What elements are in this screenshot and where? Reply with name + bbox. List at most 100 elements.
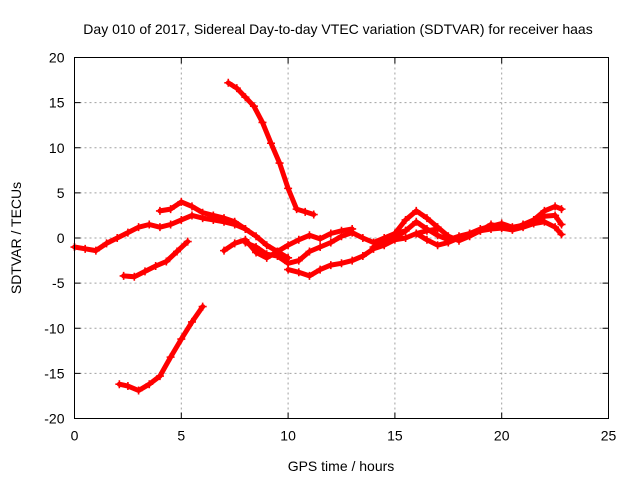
y-tick-label: -10 xyxy=(44,320,64,336)
data-point xyxy=(81,244,90,253)
series-line xyxy=(121,239,191,280)
data-point xyxy=(519,223,528,232)
series-line xyxy=(242,228,409,266)
data-point xyxy=(220,214,229,223)
data-point xyxy=(540,217,549,226)
x-tick-label: 15 xyxy=(387,428,403,444)
data-point xyxy=(262,250,271,259)
y-tick-label: 5 xyxy=(57,185,65,201)
x-tick-label: 5 xyxy=(177,428,185,444)
data-point xyxy=(422,224,431,233)
axis-ticks xyxy=(74,57,609,419)
data-point xyxy=(557,230,566,239)
data-point xyxy=(134,223,143,232)
data-point xyxy=(230,217,239,226)
y-tick-label: 10 xyxy=(49,140,65,156)
data-point xyxy=(258,118,267,127)
data-point xyxy=(369,243,378,252)
data-point xyxy=(249,102,258,111)
data-point xyxy=(433,223,442,232)
data-point xyxy=(224,78,233,87)
x-tick-label: 10 xyxy=(280,428,296,444)
y-tick-label: -15 xyxy=(44,365,64,381)
series-pass-11 xyxy=(412,217,566,250)
data-point xyxy=(551,211,560,220)
series-layer xyxy=(70,78,566,395)
series-line xyxy=(72,212,248,254)
data-point xyxy=(284,184,293,193)
data-point xyxy=(187,211,196,220)
y-tick-label: 20 xyxy=(49,50,65,66)
data-point xyxy=(273,252,282,261)
y-tick-label: 15 xyxy=(49,95,65,111)
data-point xyxy=(326,261,335,270)
data-point xyxy=(230,239,239,248)
data-point xyxy=(380,238,389,247)
series-line xyxy=(116,304,206,393)
data-point xyxy=(305,231,314,240)
series-pass-9 xyxy=(369,202,566,252)
series-pass-10 xyxy=(390,211,566,244)
data-point xyxy=(497,224,506,233)
data-point xyxy=(284,265,293,274)
data-point xyxy=(232,84,241,93)
x-tick-labels: 0 5 10 15 20 25 xyxy=(71,428,617,444)
data-point xyxy=(454,234,463,242)
data-point xyxy=(487,224,496,233)
data-point xyxy=(241,224,250,233)
data-point xyxy=(173,247,182,256)
data-point xyxy=(337,232,346,241)
data-point xyxy=(275,159,284,168)
data-point xyxy=(348,228,357,237)
data-point xyxy=(241,93,250,102)
data-point xyxy=(241,238,250,247)
series-pass-3 xyxy=(119,237,192,281)
y-tick-label: -20 xyxy=(44,411,64,427)
y-tick-label: -5 xyxy=(52,275,65,291)
data-point xyxy=(305,247,314,256)
data-point xyxy=(316,243,325,252)
data-point xyxy=(465,229,474,238)
data-point xyxy=(433,231,442,240)
data-point xyxy=(551,202,560,211)
data-point xyxy=(401,234,410,242)
series-pass-5 xyxy=(224,78,318,219)
data-point xyxy=(476,226,485,235)
data-point xyxy=(187,202,196,211)
data-point xyxy=(262,241,271,250)
data-point xyxy=(508,225,517,234)
data-point xyxy=(145,220,154,229)
data-point xyxy=(422,214,431,223)
data-point xyxy=(412,217,421,226)
x-tick-label: 20 xyxy=(494,428,510,444)
data-point xyxy=(358,234,367,242)
data-point xyxy=(198,208,207,217)
data-point xyxy=(220,246,229,255)
data-point xyxy=(177,197,186,206)
data-point xyxy=(252,232,261,241)
data-point xyxy=(326,238,335,247)
data-point xyxy=(166,205,175,214)
data-point xyxy=(183,237,192,246)
data-point xyxy=(155,206,164,215)
data-point xyxy=(316,234,325,243)
data-point xyxy=(140,267,149,276)
data-point xyxy=(252,243,261,252)
data-point xyxy=(326,229,335,238)
data-point xyxy=(123,382,132,391)
data-point xyxy=(294,235,303,244)
data-point xyxy=(390,234,399,242)
data-point xyxy=(130,272,139,281)
data-point xyxy=(155,372,164,381)
data-point xyxy=(301,207,310,216)
data-point xyxy=(123,228,132,237)
data-point xyxy=(294,268,303,277)
data-point xyxy=(102,239,111,248)
data-point xyxy=(401,226,410,235)
y-tick-label: 0 xyxy=(57,230,65,246)
data-point xyxy=(177,215,186,224)
data-point xyxy=(198,302,207,311)
chart-title: Day 010 of 2017, Sidereal Day-to-day VTE… xyxy=(83,21,592,37)
data-point xyxy=(305,271,314,280)
